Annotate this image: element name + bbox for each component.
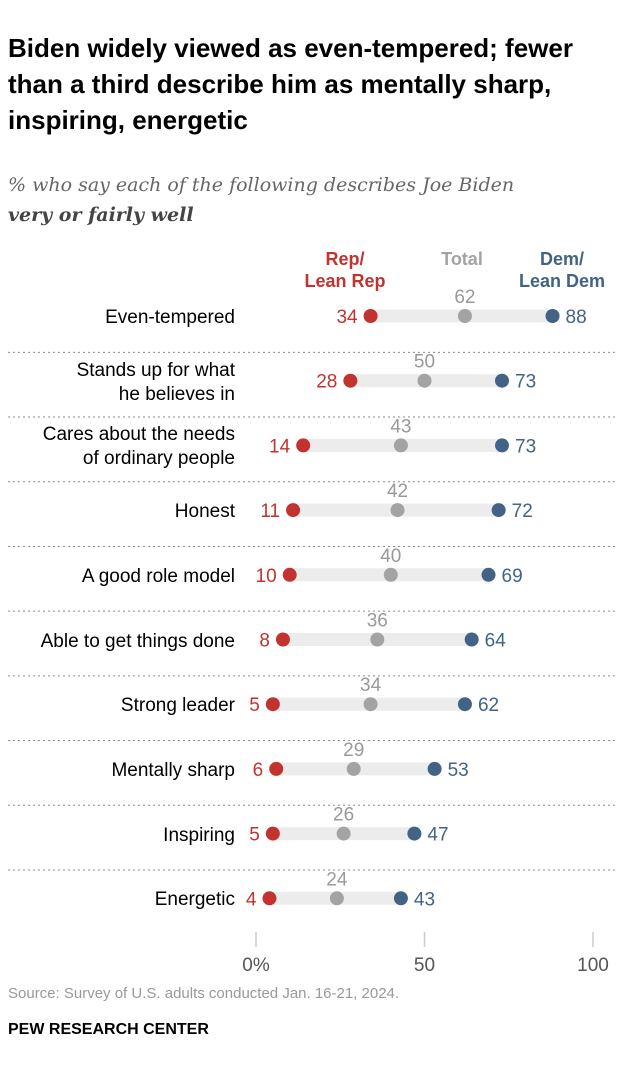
total-dot [363, 697, 378, 712]
rep-dot [296, 438, 311, 453]
legend-dem: Dem/Lean Dem [518, 249, 606, 291]
total-value-label: 24 [326, 869, 348, 890]
dem-value-label: 73 [515, 372, 536, 393]
total-value-label: 26 [333, 805, 354, 826]
total-dot [417, 373, 432, 388]
rep-value-label: 6 [253, 760, 264, 781]
rep-dot [286, 503, 301, 518]
total-value-label: 34 [360, 675, 382, 696]
dem-value-label: 69 [502, 566, 523, 587]
subtitle-text: % who say each of the following describe… [8, 174, 515, 196]
row-label: Strong leader [120, 695, 235, 717]
dem-dot [495, 438, 510, 453]
dem-dot [481, 567, 496, 582]
dem-dot [464, 632, 479, 647]
total-value-label: 50 [414, 352, 435, 373]
chart-title: Biden widely viewed as even-tempered; fe… [8, 33, 573, 135]
chart-subtitle: % who say each of the following describe… [8, 170, 608, 230]
dem-dot [407, 826, 422, 841]
total-dot [336, 826, 351, 841]
row-label: Able to get things done [40, 630, 235, 652]
total-dot [329, 891, 344, 906]
rep-dot [265, 697, 280, 712]
row-label: Mentally sharp [111, 759, 235, 781]
rep-dot [363, 309, 378, 323]
source-note: Source: Survey of U.S. adults conducted … [8, 985, 400, 1002]
total-dot [393, 438, 408, 453]
rep-value-label: 11 [260, 501, 280, 522]
dem-dot [491, 503, 506, 518]
dem-value-label: 88 [566, 307, 587, 328]
total-dot [390, 503, 405, 518]
rep-value-label: 8 [259, 631, 270, 652]
dem-value-label: 43 [414, 889, 435, 910]
dem-value-label: 53 [448, 760, 469, 781]
rep-dot [343, 373, 358, 388]
total-value-label: 36 [367, 611, 388, 632]
total-value-label: 62 [454, 287, 475, 308]
dem-value-label: 72 [512, 501, 533, 522]
row-label: Even-tempered [105, 307, 235, 328]
rep-dot [265, 826, 280, 841]
total-value-label: 29 [343, 740, 364, 761]
total-dot [370, 632, 385, 647]
row-label: Energetic [154, 889, 235, 911]
axis-tick-label: 100 [577, 955, 609, 976]
subtitle-emphasis: very or fairly well [8, 204, 194, 226]
dem-dot [495, 373, 510, 388]
rep-value-label: 10 [256, 566, 277, 587]
rep-value-label: 5 [249, 695, 260, 716]
row-label: Inspiring [163, 824, 235, 846]
rep-value-label: 14 [269, 436, 291, 457]
legend-total: Total [441, 249, 483, 269]
dem-value-label: 62 [478, 695, 499, 716]
rep-value-label: 28 [316, 372, 337, 393]
dem-dot [427, 761, 442, 776]
dem-value-label: 73 [515, 436, 536, 457]
brand-name: PEW RESEARCH CENTER [8, 1021, 209, 1038]
axis-tick-label: 0% [242, 955, 270, 976]
rep-dot [282, 567, 297, 582]
dem-dot [545, 309, 560, 323]
total-dot [346, 761, 361, 776]
row-label: Cares about the needs of ordinary people [42, 424, 235, 470]
rep-value-label: 34 [336, 307, 358, 328]
rep-dot [269, 761, 284, 776]
row-label: Honest [174, 501, 235, 523]
row-label: A good role model [81, 565, 235, 587]
total-value-label: 42 [387, 481, 408, 502]
total-dot [457, 309, 472, 323]
row-label: Stands up for what he believes in [76, 359, 235, 405]
axis-tick-label: 50 [414, 955, 435, 976]
rep-value-label: 5 [249, 825, 260, 846]
total-value-label: 43 [390, 416, 411, 437]
dem-dot [393, 891, 408, 906]
rep-dot [275, 632, 290, 647]
total-dot [383, 567, 398, 582]
rep-value-label: 4 [246, 889, 257, 910]
total-value-label: 40 [380, 546, 401, 567]
dem-value-label: 47 [427, 825, 448, 846]
dem-value-label: 64 [485, 631, 507, 652]
dem-dot [457, 697, 472, 712]
legend-rep: Rep/Lean Rep [304, 249, 386, 291]
rep-dot [262, 891, 277, 906]
